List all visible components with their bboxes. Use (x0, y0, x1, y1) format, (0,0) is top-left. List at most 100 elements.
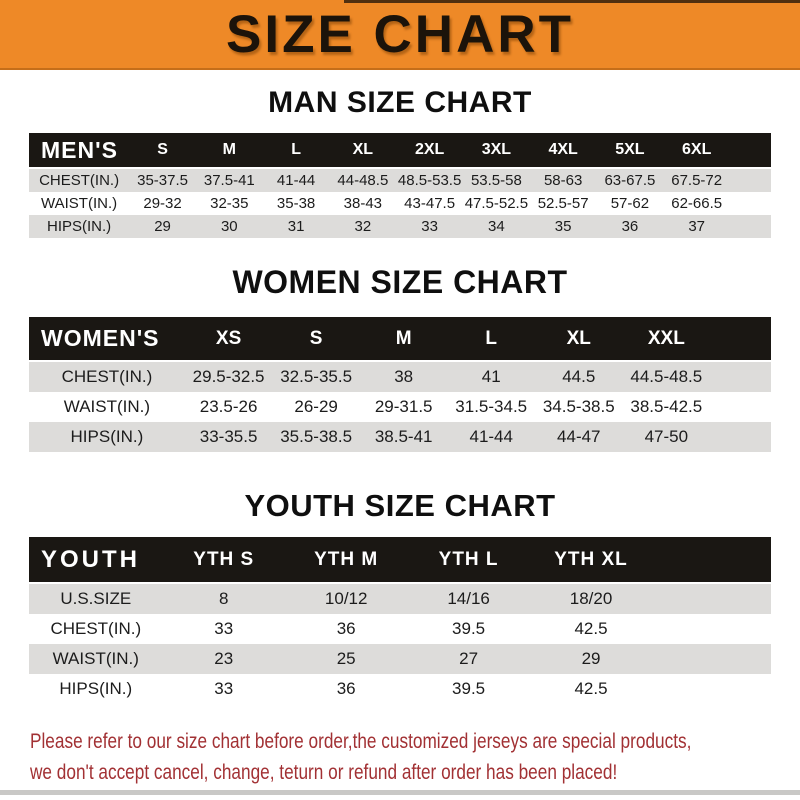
table-row: U.S.SIZE 8 10/12 14/16 18/20 (29, 583, 771, 614)
row-spacer (652, 644, 771, 674)
cell-value: 58-63 (529, 168, 597, 192)
row-spacer (710, 392, 771, 422)
row-label: WAIST(IN.) (29, 192, 130, 215)
note-line-1: Please refer to our size chart before or… (30, 730, 692, 753)
column-header: XXL (622, 317, 711, 362)
cell-value: 44.5 (535, 361, 623, 392)
cell-value: 31.5-34.5 (447, 392, 535, 422)
cell-value: 33 (162, 614, 285, 644)
column-header: XS (184, 317, 273, 362)
column-header: XL (535, 317, 623, 362)
cell-value: 32 (329, 215, 397, 238)
cell-value: 36 (596, 215, 664, 238)
cell-value: 38.5-41 (359, 422, 448, 452)
column-header: 4XL (529, 133, 597, 169)
cell-value: 53.5-58 (463, 168, 530, 192)
row-spacer (652, 583, 771, 614)
row-spacer (730, 168, 771, 192)
column-header: 3XL (463, 133, 530, 169)
cell-value: 29-31.5 (359, 392, 448, 422)
cell-value: 39.5 (407, 614, 530, 644)
row-label: CHEST(IN.) (29, 614, 163, 644)
cell-value: 14/16 (407, 583, 530, 614)
cell-value: 27 (407, 644, 530, 674)
women-size-chart-title: WOMEN SIZE CHART (232, 264, 568, 300)
row-label: HIPS(IN.) (29, 674, 163, 704)
cell-value: 29.5-32.5 (184, 361, 273, 392)
column-header: YTH L (407, 537, 530, 584)
cell-value: 23 (162, 644, 285, 674)
cell-value: 25 (284, 644, 408, 674)
cell-value: 23.5-26 (184, 392, 273, 422)
header-spacer (652, 537, 771, 584)
cell-value: 29-32 (129, 192, 196, 215)
cell-value: 29 (529, 644, 653, 674)
table-row: WAIST(IN.) 23 25 27 29 (29, 644, 771, 674)
column-header: M (359, 317, 448, 362)
row-label: HIPS(IN.) (29, 422, 185, 452)
table-header-row: YOUTH YTH S YTH M YTH L YTH XL (29, 537, 771, 584)
table-row: HIPS(IN.) 29 30 31 32 33 34 35 36 37 (29, 215, 771, 238)
cell-value: 34 (463, 215, 530, 238)
banner: SIZE CHART (0, 0, 800, 70)
row-label: U.S.SIZE (29, 583, 163, 614)
table-row: WAIST(IN.) 23.5-26 26-29 29-31.5 31.5-34.5 34… (29, 392, 771, 422)
column-header: L (262, 133, 330, 169)
size-chart-sections: MAN SIZE CHART MEN'S S M L XL 2XL 3XL 4XL 5XL 6XL C… (0, 86, 800, 704)
cell-value: 35-37.5 (129, 168, 196, 192)
column-header: XL (329, 133, 397, 169)
note-line-2: we don't accept cancel, change, teturn o… (30, 761, 618, 784)
row-label: WAIST(IN.) (29, 644, 163, 674)
table-header-row: MEN'S S M L XL 2XL 3XL 4XL 5XL 6XL (29, 133, 771, 169)
footer-note: Please refer to our size chart before or… (30, 726, 800, 788)
cell-value: 43-47.5 (396, 192, 463, 215)
column-header: S (272, 317, 360, 362)
cell-value: 26-29 (272, 392, 360, 422)
women-size-chart-section: WOMEN SIZE CHART WOMEN'S XS S M L XL XXL CHEST(I… (0, 264, 800, 452)
column-header: YTH S (162, 537, 285, 584)
cell-value: 44-48.5 (329, 168, 397, 192)
column-header: 5XL (596, 133, 664, 169)
row-label: CHEST(IN.) (29, 361, 185, 392)
table-row: CHEST(IN.) 29.5-32.5 32.5-35.5 38 41 44.5 44.5… (29, 361, 771, 392)
header-spacer (730, 133, 771, 169)
cell-value: 37.5-41 (195, 168, 263, 192)
cell-value: 33 (162, 674, 285, 704)
cell-value: 39.5 (407, 674, 530, 704)
cell-value: 38 (359, 361, 448, 392)
row-label: HIPS(IN.) (29, 215, 130, 238)
cell-value: 52.5-57 (529, 192, 597, 215)
row-spacer (652, 674, 771, 704)
cell-value: 35.5-38.5 (272, 422, 360, 452)
column-header: YTH M (284, 537, 408, 584)
cell-value: 38-43 (329, 192, 397, 215)
cell-value: 38.5-42.5 (622, 392, 711, 422)
cell-value: 8 (162, 583, 285, 614)
man-size-chart-section: MAN SIZE CHART MEN'S S M L XL 2XL 3XL 4XL 5XL 6XL C… (0, 86, 800, 238)
cell-value: 48.5-53.5 (396, 168, 463, 192)
table-row: WAIST(IN.) 29-32 32-35 35-38 38-43 43-47.5 47.… (29, 192, 771, 215)
cell-value: 35 (529, 215, 597, 238)
table-header-row: WOMEN'S XS S M L XL XXL (29, 317, 771, 362)
cell-value: 63-67.5 (596, 168, 664, 192)
cell-value: 37 (663, 215, 731, 238)
row-spacer (730, 192, 771, 215)
cell-value: 42.5 (529, 614, 653, 644)
table-corner-label: WOMEN'S (29, 317, 185, 362)
cell-value: 62-66.5 (663, 192, 731, 215)
column-header: 2XL (396, 133, 463, 169)
page-title: SIZE CHART (226, 5, 574, 64)
cell-value: 41-44 (447, 422, 535, 452)
cell-value: 32-35 (195, 192, 263, 215)
youth-size-chart-title: YOUTH SIZE CHART (244, 488, 556, 523)
row-spacer (710, 422, 771, 452)
cell-value: 41 (447, 361, 535, 392)
table-row: HIPS(IN.) 33 36 39.5 42.5 (29, 674, 771, 704)
man-size-chart-title: MAN SIZE CHART (268, 86, 532, 119)
cell-value: 67.5-72 (663, 168, 731, 192)
column-header: L (447, 317, 535, 362)
youth-size-chart-table: YOUTH YTH S YTH M YTH L YTH XL U.S.SIZE 8 10/12… (29, 537, 771, 704)
cell-value: 47.5-52.5 (463, 192, 530, 215)
cell-value: 10/12 (284, 583, 408, 614)
